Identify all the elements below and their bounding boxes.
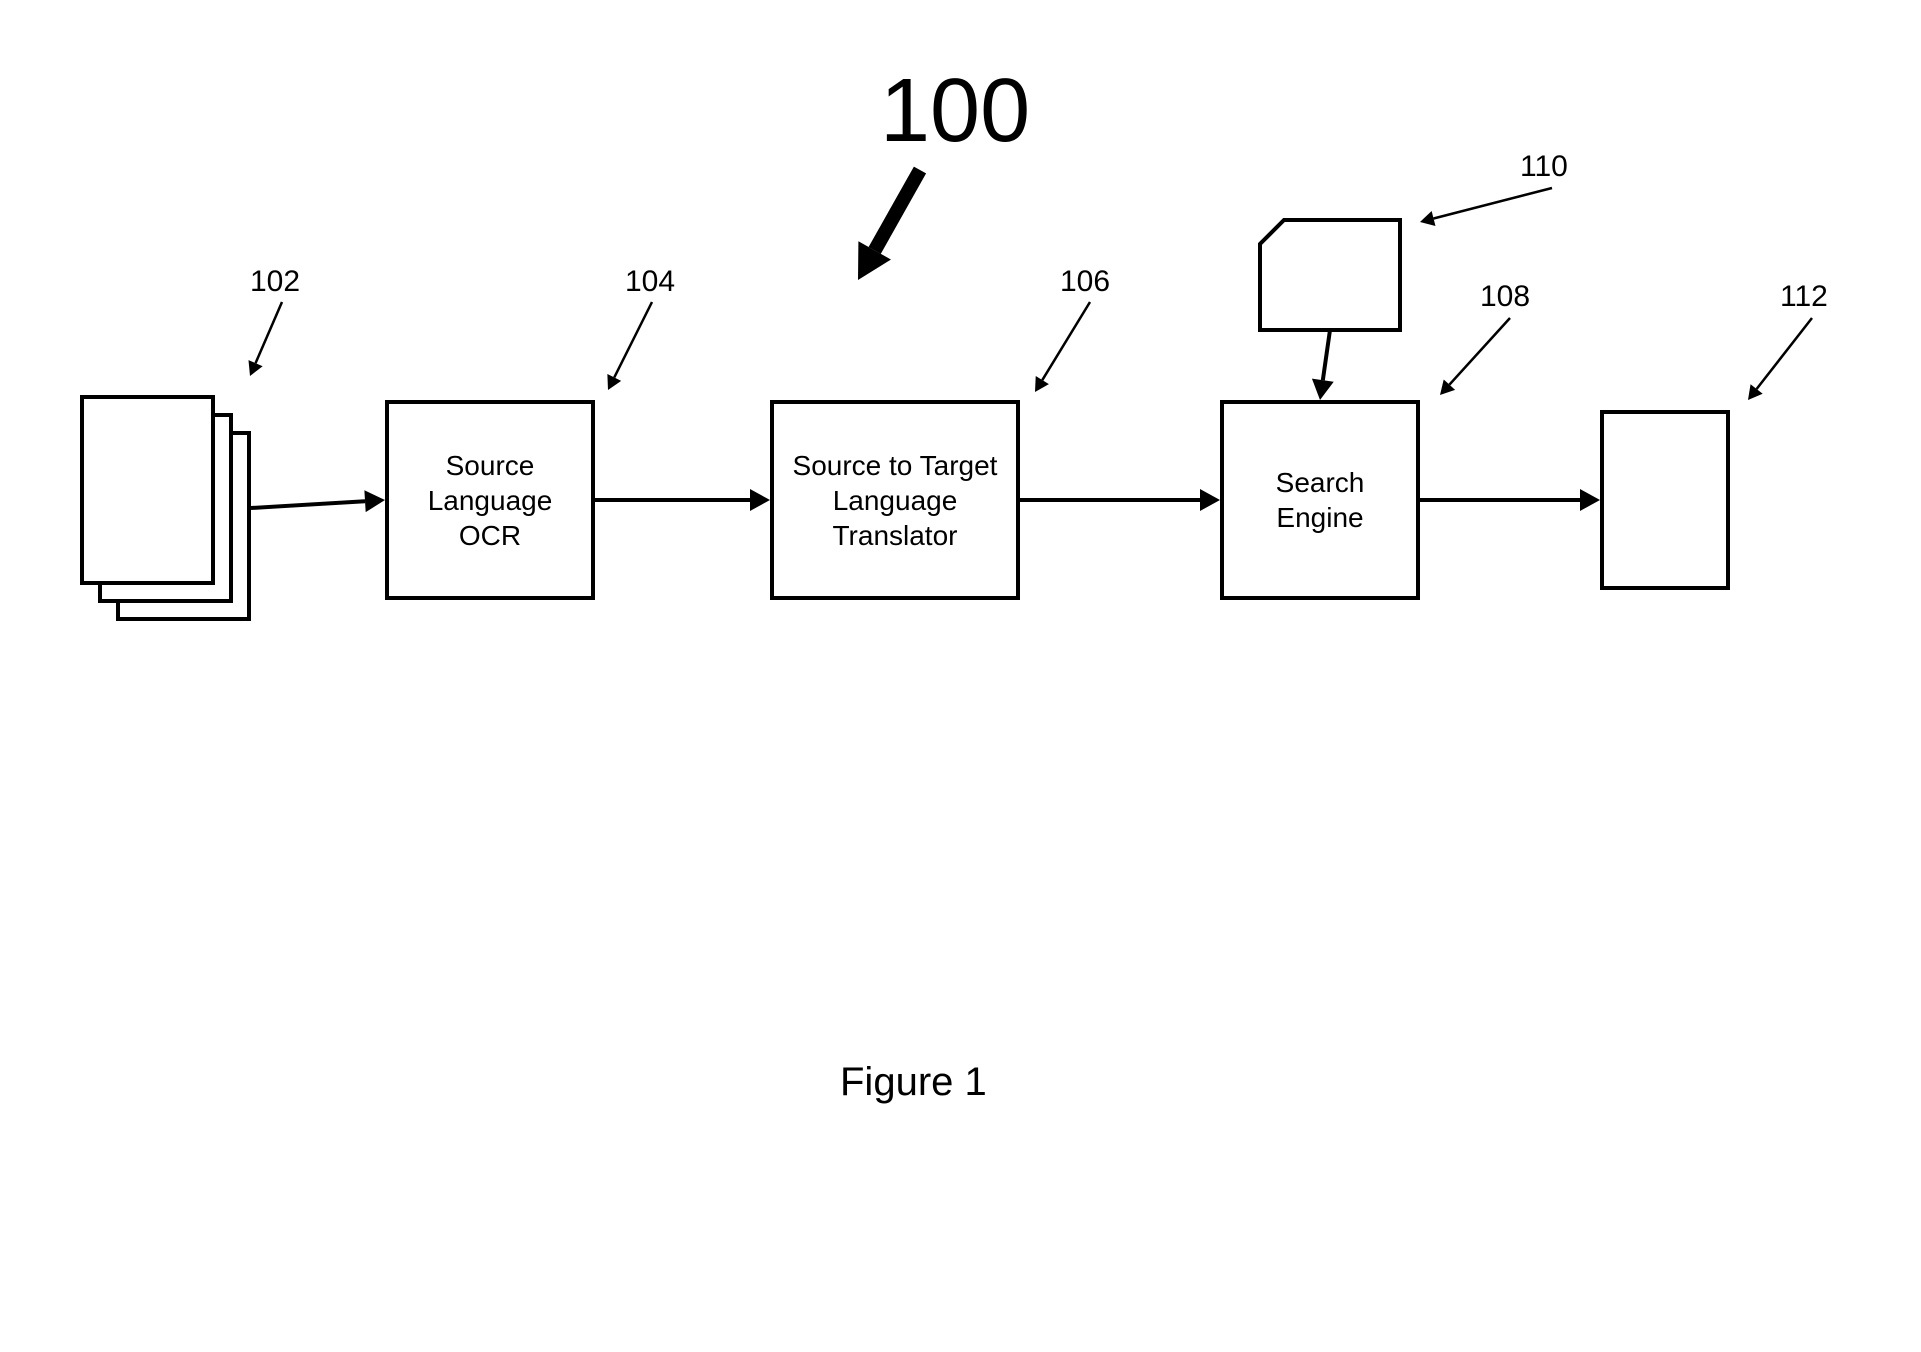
box-ocr: Source Language OCR [385, 400, 595, 600]
callout-102: 102 [250, 265, 300, 299]
figure-title: Figure 1 [840, 1060, 987, 1105]
callout-106: 106 [1060, 265, 1110, 299]
box-engine-label: Search Engine [1276, 465, 1365, 535]
box-engine: Search Engine [1220, 400, 1420, 600]
callout-108: 108 [1480, 280, 1530, 314]
callout-112: 112 [1780, 280, 1828, 314]
search-concept-label: Search Concept [1260, 234, 1400, 296]
box-ocr-label: Source Language OCR [428, 448, 553, 553]
main-callout-text: 100 [880, 60, 1030, 163]
box-output [1600, 410, 1730, 590]
callout-110: 110 [1520, 150, 1568, 184]
callout-104: 104 [625, 265, 675, 299]
doc-stack-page-1 [80, 395, 215, 585]
box-translator: Source to Target Language Translator [770, 400, 1020, 600]
diagram-overlay [0, 0, 1921, 1352]
box-translator-label: Source to Target Language Translator [793, 448, 998, 553]
